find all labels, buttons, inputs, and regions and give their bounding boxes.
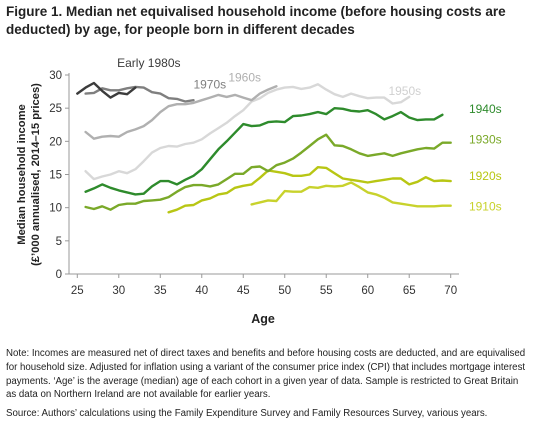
series-label-1910s: 1910s <box>469 199 502 213</box>
series-label-early-1980s: Early 1980s <box>117 56 180 70</box>
y-axis-title-line: (£’000 annualised, 2014–15 prices) <box>30 83 42 266</box>
line-chart: Median household income (£’000 annualised… <box>16 56 502 326</box>
series-label-1920s: 1920s <box>469 169 502 183</box>
y-tick-label: 0 <box>56 269 62 281</box>
series-line-1970s <box>84 85 195 103</box>
x-tick-label: 65 <box>403 285 416 297</box>
series-label-1940s: 1940s <box>469 102 502 116</box>
y-tick-label: 5 <box>56 236 62 248</box>
series-label-1960s: 1960s <box>228 71 261 85</box>
figure-title: Figure 1. Median net equivalised househo… <box>6 4 506 37</box>
x-tick-label: 45 <box>237 285 250 297</box>
x-tick-label: 30 <box>112 285 125 297</box>
y-tick-label: 25 <box>49 103 62 115</box>
series-line-1940s <box>84 106 444 196</box>
x-tick-label: 55 <box>320 285 333 297</box>
source-text: Source: Authors’ calculations using the … <box>6 408 488 420</box>
x-tick-label: 50 <box>278 285 291 297</box>
y-tick-label: 30 <box>49 70 62 82</box>
note-text: Note: Incomes are measured net of direct… <box>6 348 526 401</box>
y-axis-title: Median household income (£’000 annualised… <box>16 83 42 266</box>
series-lines <box>76 81 452 214</box>
notes-section: Note: Incomes are measured net of direct… <box>6 347 531 426</box>
y-tick-label: 10 <box>49 203 62 215</box>
series-line-1910s <box>250 181 452 208</box>
series-line-1960s <box>84 85 278 140</box>
series-label-1930s: 1930s <box>469 132 502 146</box>
series-label-1950s: 1950s <box>388 84 421 98</box>
y-axis-title-group: Median household income (£’000 annualised… <box>16 83 42 266</box>
x-tick-label: 35 <box>154 285 167 297</box>
x-tick-label: 60 <box>361 285 374 297</box>
series-line-early-1980s <box>76 81 137 99</box>
axes: 0 5 10 15 20 25 30 25 30 35 40 45 50 55 60 65 70 <box>49 70 459 297</box>
series-line-1950s <box>84 83 411 181</box>
series-line-1920s <box>167 165 452 214</box>
series-label-1970s: 1970s <box>193 77 226 91</box>
series-line-1930s <box>84 133 452 211</box>
y-tick-label: 20 <box>49 136 62 148</box>
series-labels: Early 1980s 1970s 1960s 1950s 1940s 1930s 1920… <box>117 56 502 213</box>
x-tick-label: 70 <box>444 285 457 297</box>
y-tick-label: 15 <box>49 170 62 182</box>
y-axis-title-line: Median household income <box>16 104 28 244</box>
x-tick-label: 40 <box>195 285 208 297</box>
x-axis-title: Age <box>251 312 275 326</box>
x-tick-label: 25 <box>71 285 84 297</box>
